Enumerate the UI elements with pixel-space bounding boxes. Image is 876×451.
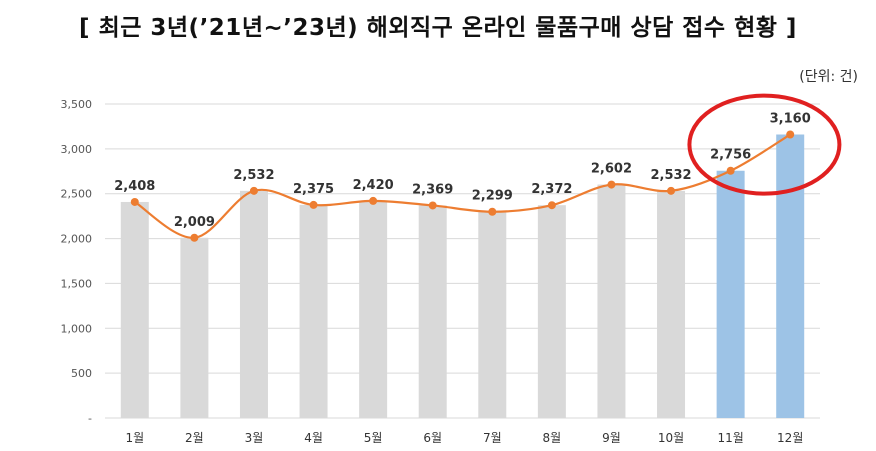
data-label: 2,009 [174, 215, 215, 230]
data-label: 2,532 [233, 168, 274, 183]
line-marker [309, 200, 318, 209]
bar [776, 134, 805, 418]
x-tick-label: 4월 [304, 431, 323, 445]
line-marker [667, 186, 676, 195]
data-label: 2,408 [114, 179, 155, 194]
y-tick-label: 3,000 [61, 143, 93, 156]
y-tick-label: - [88, 412, 92, 425]
y-tick-label: 2,500 [61, 188, 93, 201]
data-label: 2,372 [531, 182, 572, 197]
line-marker [607, 180, 616, 189]
bar [537, 205, 566, 418]
bar [120, 201, 149, 418]
chart-title: [ 최근 3년(’21년~’23년) 해외직구 온라인 물품구매 상담 접수 현… [79, 15, 797, 41]
x-tick-label: 3월 [245, 431, 264, 445]
data-label: 3,160 [770, 112, 811, 127]
line-marker [249, 186, 258, 195]
x-tick-label: 8월 [543, 431, 562, 445]
data-label: 2,420 [353, 178, 394, 193]
y-tick-label: 1,000 [61, 322, 93, 335]
x-tick-label: 12월 [777, 431, 803, 445]
line-marker [190, 233, 199, 242]
bar [180, 237, 209, 418]
data-label: 2,602 [591, 162, 632, 177]
data-label: 2,299 [472, 189, 513, 204]
bar [657, 190, 686, 418]
data-label: 2,375 [293, 182, 334, 197]
x-tick-label: 7월 [483, 431, 502, 445]
x-tick-label: 9월 [602, 431, 621, 445]
line-marker [726, 166, 735, 175]
unit-label: (단위: 건) [799, 69, 858, 85]
data-label: 2,532 [650, 168, 691, 183]
bar [478, 211, 507, 418]
bar [299, 204, 328, 418]
line-marker [488, 207, 497, 216]
x-tick-label: 5월 [364, 431, 383, 445]
x-tick-label: 10월 [658, 431, 684, 445]
bar [239, 190, 268, 418]
line-marker [369, 196, 378, 205]
highlight-ellipse [687, 93, 842, 196]
x-tick-label: 6월 [423, 431, 442, 445]
line-marker [130, 197, 139, 206]
bar [597, 184, 626, 418]
series-line [134, 133, 791, 239]
y-tick-label: 3,500 [61, 98, 93, 111]
x-tick-label: 11월 [717, 431, 743, 445]
data-label: 2,756 [710, 148, 751, 163]
bar [716, 170, 745, 418]
x-tick-label: 2월 [185, 431, 204, 445]
bar [359, 200, 388, 418]
bar [418, 205, 447, 418]
y-tick-label: 2,000 [61, 233, 93, 246]
x-tick-label: 1월 [125, 431, 144, 445]
line-marker [547, 201, 556, 210]
y-tick-label: 500 [71, 367, 92, 380]
line-marker [428, 201, 437, 210]
y-tick-label: 1,500 [61, 277, 93, 290]
line-marker [786, 130, 795, 139]
data-label: 2,369 [412, 182, 453, 197]
